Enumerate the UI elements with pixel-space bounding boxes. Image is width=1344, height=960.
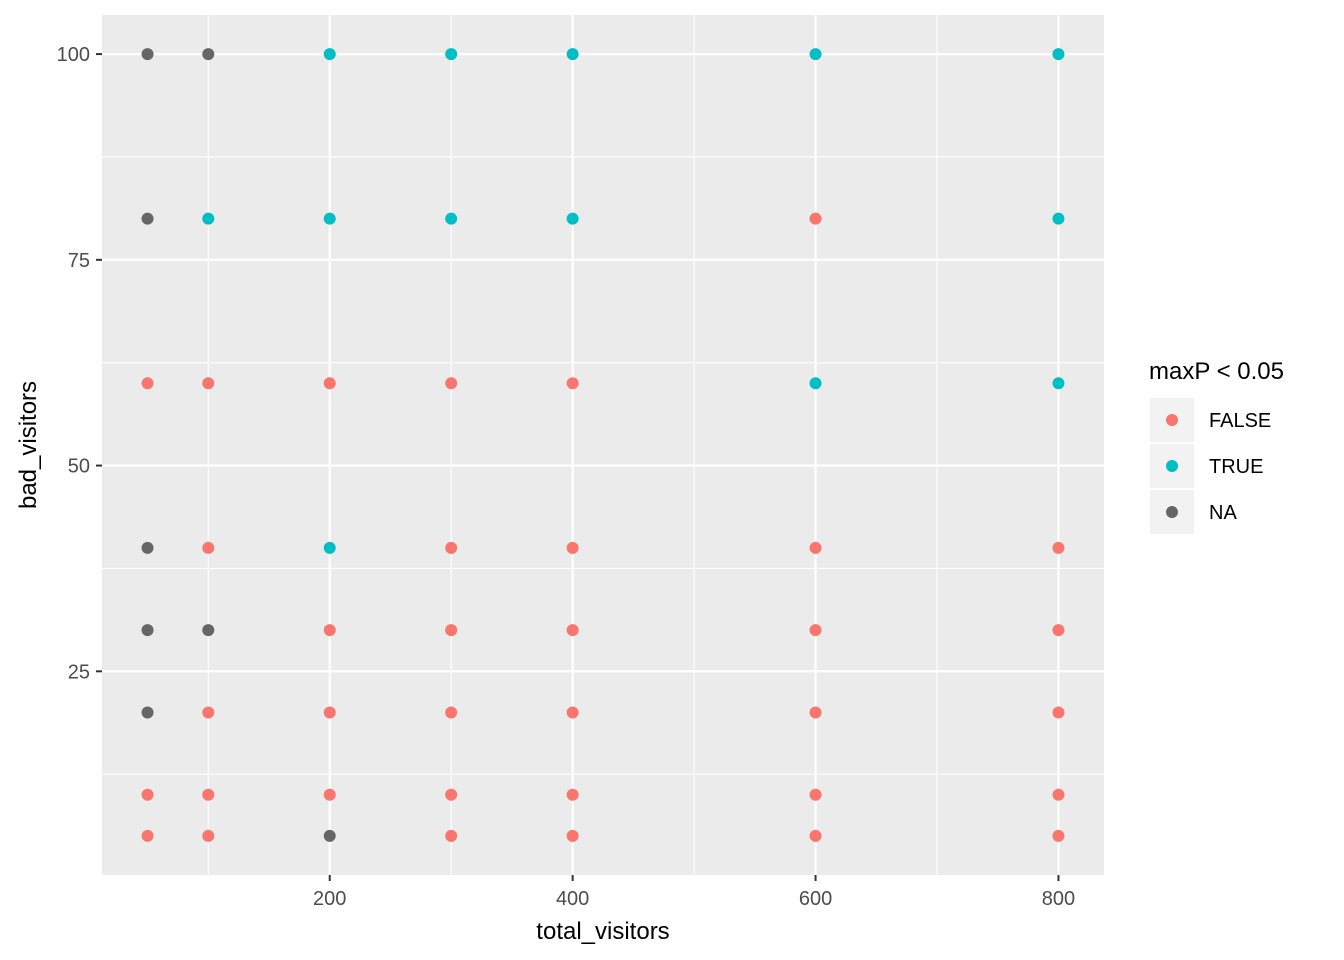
data-point (566, 788, 579, 801)
data-point (445, 48, 458, 61)
minor-gridlines (102, 15, 1104, 875)
data-point (445, 788, 458, 801)
data-point (809, 706, 822, 719)
data-point (141, 48, 154, 61)
data-point (809, 377, 822, 390)
data-point (809, 624, 822, 637)
data-point (566, 829, 579, 842)
x-tick-label: 200 (313, 888, 346, 910)
data-point (566, 212, 579, 225)
y-tick-label: 50 (68, 456, 90, 478)
x-tick-label: 600 (799, 888, 832, 910)
x-axis-title: total_visitors (536, 918, 669, 945)
legend-key-point (1166, 414, 1178, 426)
y-tick-label: 25 (68, 661, 90, 683)
data-point (566, 377, 579, 390)
data-point (141, 212, 154, 225)
x-axis: 200 400 600 800 (313, 875, 1075, 910)
data-points (141, 48, 1065, 842)
x-tick-label: 400 (556, 888, 589, 910)
data-point (445, 829, 458, 842)
data-point (566, 48, 579, 61)
legend: maxP < 0.05 FALSE TRUE NA (1149, 358, 1284, 534)
y-axis: 25 50 75 100 (57, 44, 102, 683)
data-point (566, 541, 579, 554)
y-tick-label: 75 (68, 250, 90, 272)
data-point (202, 48, 215, 61)
data-point (141, 829, 154, 842)
data-point (202, 377, 215, 390)
data-point (445, 624, 458, 637)
x-tick-label: 800 (1042, 888, 1075, 910)
legend-label: FALSE (1209, 410, 1271, 432)
data-point (202, 706, 215, 719)
data-point (323, 48, 336, 61)
data-point (141, 624, 154, 637)
data-point (1052, 788, 1065, 801)
data-point (202, 829, 215, 842)
data-point (809, 212, 822, 225)
major-gridlines (102, 15, 1104, 875)
legend-title: maxP < 0.05 (1149, 358, 1284, 385)
data-point (323, 829, 336, 842)
data-point (1052, 541, 1065, 554)
data-point (809, 788, 822, 801)
data-point (202, 624, 215, 637)
data-point (141, 377, 154, 390)
data-point (323, 377, 336, 390)
legend-label: TRUE (1209, 456, 1263, 478)
data-point (1052, 706, 1065, 719)
plot-panel (102, 15, 1104, 875)
data-point (323, 788, 336, 801)
data-point (323, 541, 336, 554)
data-point (566, 624, 579, 637)
data-point (141, 541, 154, 554)
data-point (1052, 212, 1065, 225)
data-point (809, 829, 822, 842)
data-point (809, 48, 822, 61)
data-point (1052, 48, 1065, 61)
data-point (323, 624, 336, 637)
data-point (202, 788, 215, 801)
data-point (1052, 829, 1065, 842)
data-point (809, 541, 822, 554)
data-point (323, 212, 336, 225)
data-point (1052, 624, 1065, 637)
data-point (141, 706, 154, 719)
data-point (202, 541, 215, 554)
data-point (141, 788, 154, 801)
legend-key-point (1166, 506, 1178, 518)
data-point (323, 706, 336, 719)
legend-label: NA (1209, 502, 1237, 524)
legend-key-point (1166, 460, 1178, 472)
data-point (445, 706, 458, 719)
data-point (445, 212, 458, 225)
data-point (202, 212, 215, 225)
data-point (445, 541, 458, 554)
y-axis-title: bad_visitors (15, 381, 42, 509)
y-tick-label: 100 (57, 44, 90, 66)
data-point (445, 377, 458, 390)
data-point (566, 706, 579, 719)
data-point (1052, 377, 1065, 390)
